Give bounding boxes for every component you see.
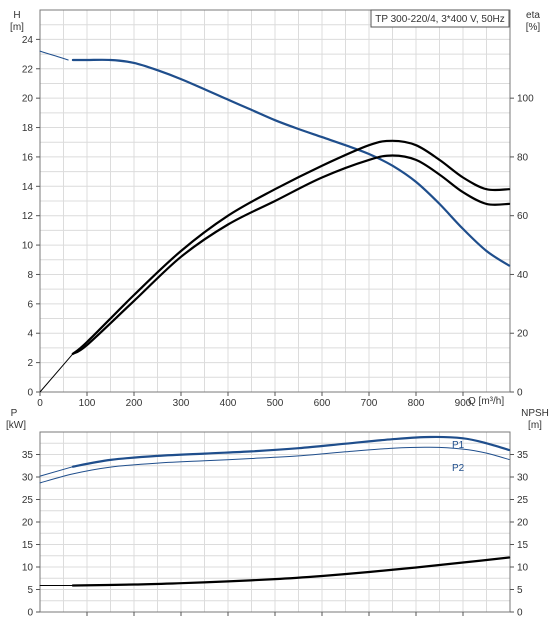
right-tick-label: 15 <box>517 540 529 551</box>
top-left-axis-label: H <box>13 10 20 21</box>
left-tick-label: 10 <box>22 563 34 574</box>
bottom-right-axis-unit: [m] <box>528 420 542 431</box>
series-line-0-1 <box>71 58 511 267</box>
series-line-1-2 <box>39 446 510 484</box>
series-line-1-1 <box>71 435 511 468</box>
x-tick-label: 0 <box>37 398 43 409</box>
left-tick-label: 0 <box>27 388 33 399</box>
left-tick-label: 12 <box>22 211 34 222</box>
left-tick-label: 4 <box>27 329 33 340</box>
series-line-1-0 <box>39 466 74 477</box>
series-line-0-4 <box>71 154 511 355</box>
right-tick-label: 35 <box>517 450 529 461</box>
bottom-right-axis-label: NPSH <box>521 408 549 419</box>
right-tick-label: 80 <box>517 152 529 163</box>
x-axis-label: Q [m³/h] <box>468 396 504 407</box>
chart-title: TP 300-220/4, 3*400 V, 50Hz <box>375 14 505 25</box>
left-tick-label: 15 <box>22 540 34 551</box>
top-grid <box>40 10 510 392</box>
left-tick-label: 16 <box>22 152 34 163</box>
left-tick-label: 6 <box>27 299 33 310</box>
bottom-left-axis-label: P <box>11 408 18 419</box>
right-tick-label: 0 <box>517 608 523 619</box>
left-tick-label: 20 <box>22 94 34 105</box>
top-right-axis-unit: [%] <box>526 22 541 33</box>
series-line-0-3 <box>71 139 511 355</box>
top-right-axis-label: eta <box>526 10 540 21</box>
right-tick-label: 20 <box>517 518 529 529</box>
left-tick-label: 18 <box>22 123 34 134</box>
series-line-0-2 <box>39 353 74 393</box>
left-tick-label: 8 <box>27 270 33 281</box>
left-tick-label: 30 <box>22 473 34 484</box>
chart-title-box <box>370 9 510 28</box>
left-tick-label: 14 <box>22 182 34 193</box>
left-tick-label: 22 <box>22 64 34 75</box>
left-tick-label: 24 <box>22 35 34 46</box>
x-tick-label: 300 <box>173 398 190 409</box>
x-tick-label: 900 <box>455 398 472 409</box>
x-tick-label: 600 <box>314 398 331 409</box>
left-tick-label: 35 <box>22 450 34 461</box>
right-tick-label: 20 <box>517 329 529 340</box>
left-tick-label: 20 <box>22 518 34 529</box>
bottom-ticks: 0 5 10 15 20 25 30 35 0 5 10 15 20 25 30 35 <box>22 450 529 619</box>
left-tick-label: 10 <box>22 241 34 252</box>
series-line-1-4 <box>71 556 511 587</box>
left-tick-label: 25 <box>22 495 34 506</box>
bottom-left-axis-unit: [kW] <box>6 420 26 431</box>
x-tick-label: 800 <box>408 398 425 409</box>
x-tick-label: 200 <box>126 398 143 409</box>
right-tick-label: 30 <box>517 473 529 484</box>
series-label-p2: P2 <box>452 463 465 474</box>
series-label-p1: P1 <box>452 440 465 451</box>
right-tick-label: 60 <box>517 211 529 222</box>
x-tick-label: 400 <box>220 398 237 409</box>
right-tick-label: 0 <box>517 388 523 399</box>
top-left-axis-unit: [m] <box>10 22 24 33</box>
left-tick-label: 0 <box>27 608 33 619</box>
right-tick-label: 10 <box>517 563 529 574</box>
right-tick-label: 5 <box>517 585 523 596</box>
left-tick-label: 2 <box>27 358 33 369</box>
right-tick-label: 100 <box>517 94 534 105</box>
left-tick-label: 5 <box>27 585 33 596</box>
bottom-series-group <box>39 435 511 587</box>
x-tick-label: 500 <box>267 398 284 409</box>
series-line-0-0 <box>39 50 69 61</box>
right-tick-label: 40 <box>517 270 529 281</box>
top-series-group <box>39 50 511 393</box>
x-tick-label: 100 <box>79 398 96 409</box>
x-tick-label: 700 <box>361 398 378 409</box>
right-tick-label: 25 <box>517 495 529 506</box>
